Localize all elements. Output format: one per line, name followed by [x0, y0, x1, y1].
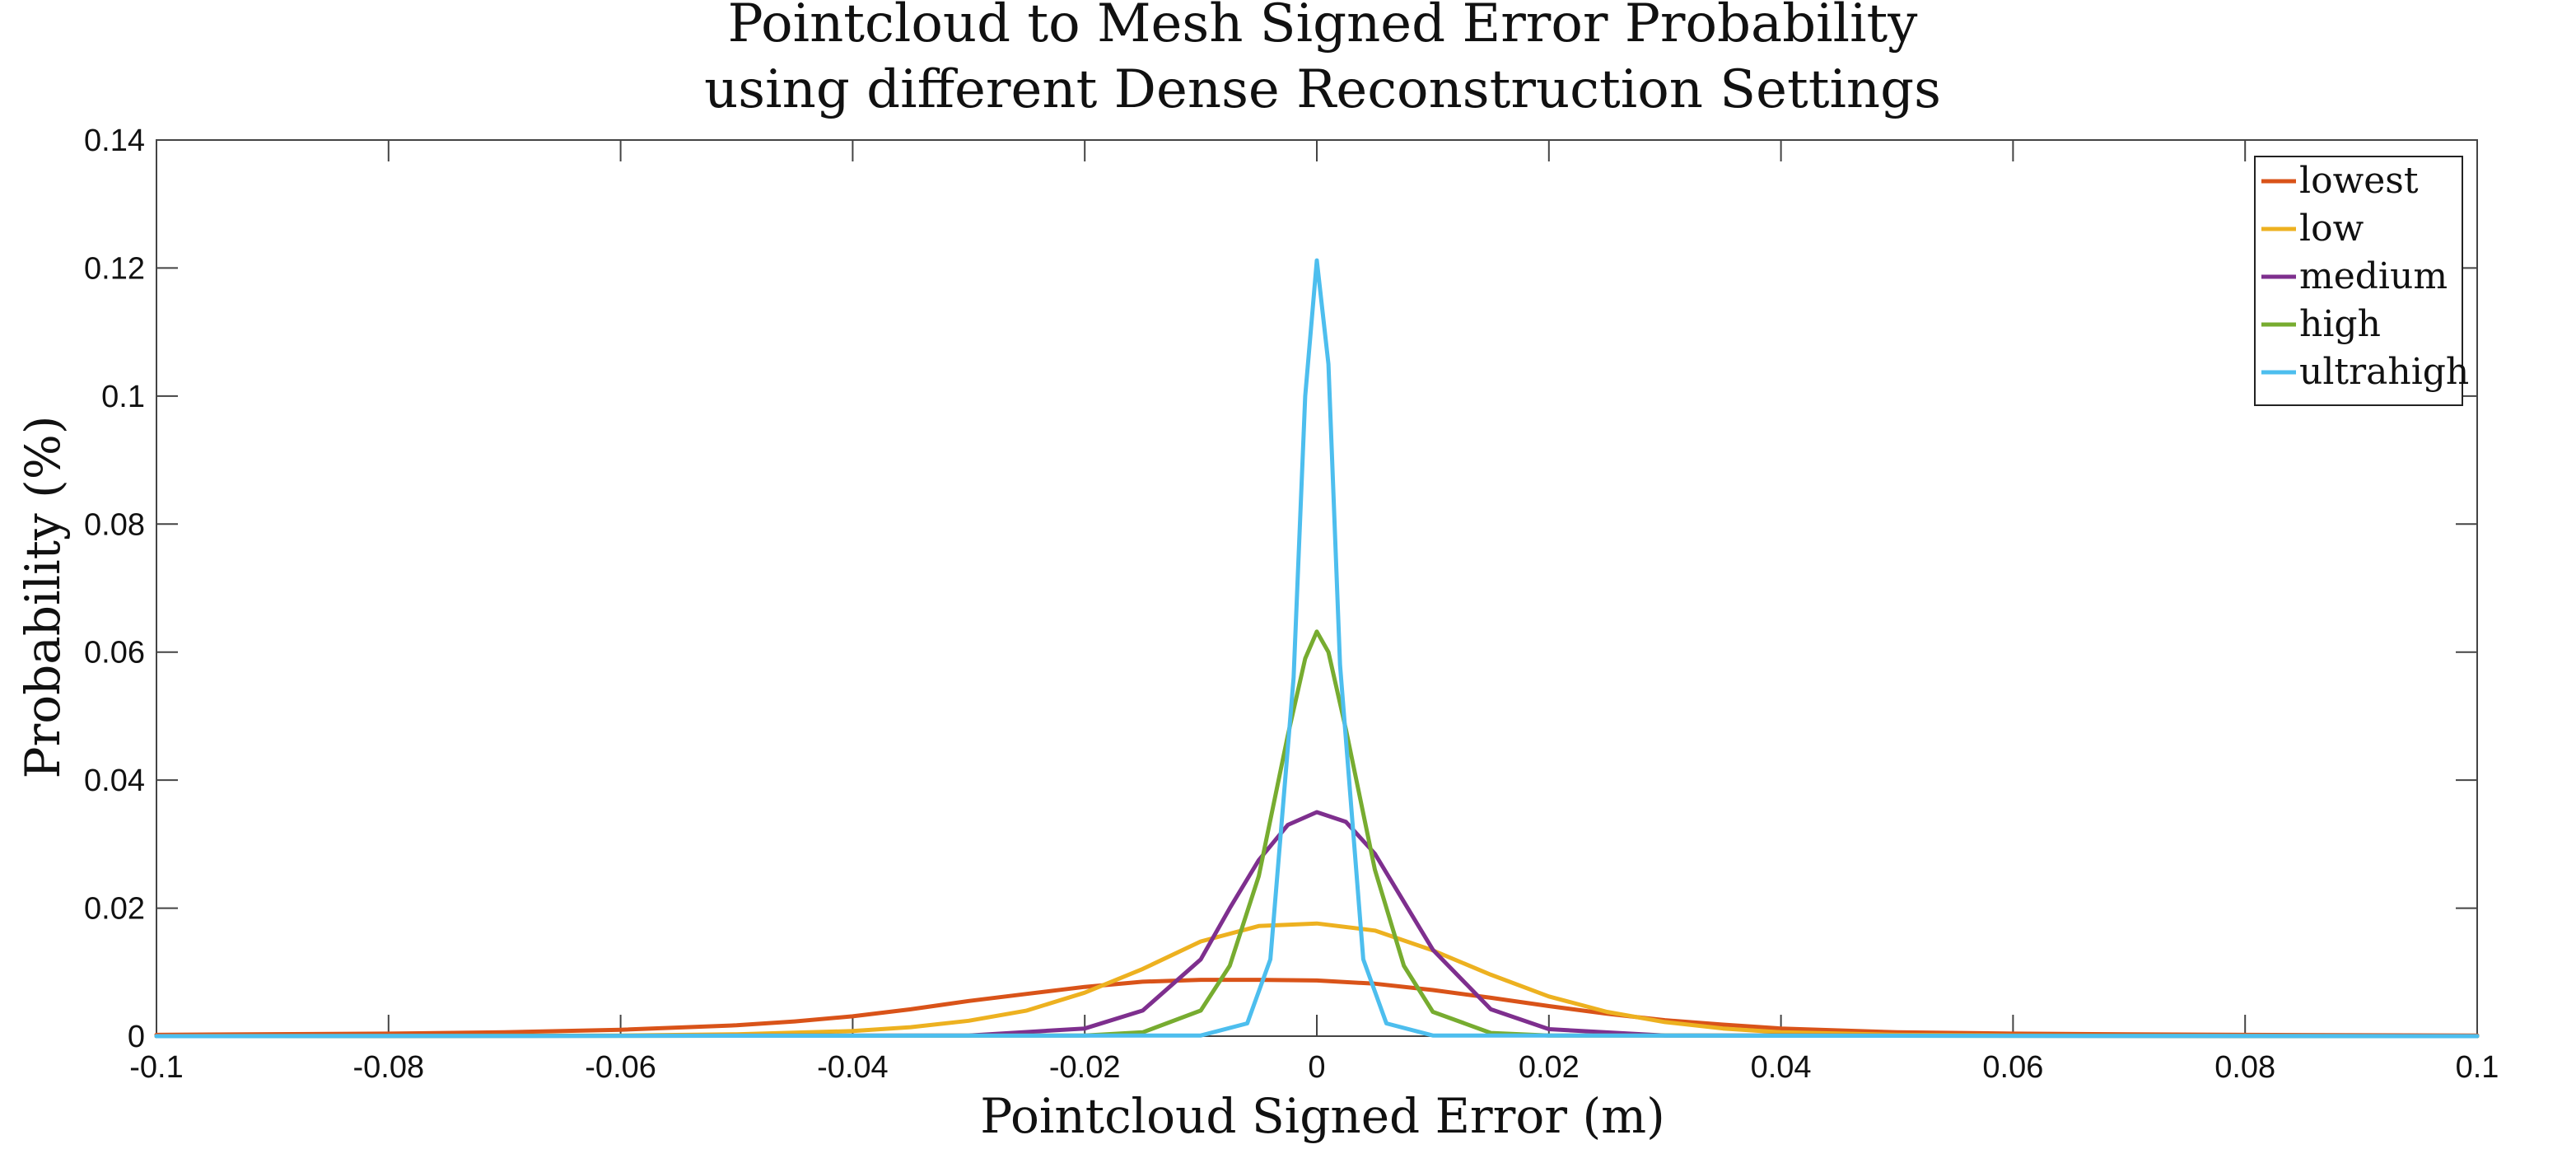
x-tick-label: -0.02 [1049, 1050, 1121, 1085]
y-tick-label: 0.04 [84, 764, 145, 798]
legend: lowest low medium high ultrahigh [2254, 156, 2469, 406]
y-tick-label: 0.08 [84, 507, 145, 542]
y-tick-label: 0 [128, 1020, 145, 1054]
legend-label-high: high [2299, 303, 2381, 345]
x-tick-label: 0.08 [2214, 1050, 2275, 1085]
y-axis-label: Probability (%) [15, 415, 71, 778]
series-layer [154, 258, 2480, 1039]
x-tick-label: 0 [1308, 1050, 1325, 1085]
y-tick-label: 0.02 [84, 892, 145, 927]
legend-label-medium: medium [2299, 255, 2448, 297]
x-tick-label: -0.08 [352, 1050, 424, 1085]
series-line-low [154, 921, 2480, 1039]
series-line-medium [154, 810, 2480, 1039]
y-tick-label: 0.1 [101, 380, 145, 414]
x-tick-label: 0.06 [1982, 1050, 2043, 1085]
x-tick-label: -0.04 [817, 1050, 889, 1085]
legend-label-low: low [2299, 208, 2364, 250]
chart-subtitle: using different Dense Reconstruction Set… [704, 59, 1941, 120]
chart-title: Pointcloud to Mesh Signed Error Probabil… [728, 0, 1918, 54]
x-tick-label: 0.1 [2456, 1050, 2499, 1085]
axis-ticks: -0.1 -0.08 -0.06 -0.04 -0.02 0 0.02 0.04 0.06 0.0… [84, 124, 2499, 1085]
x-tick-label: -0.06 [585, 1050, 656, 1085]
x-tick-label: 0.04 [1751, 1050, 1812, 1085]
plot-area: -0.1 -0.08 -0.06 -0.04 -0.02 0 0.02 0.04 0.06 0.0… [84, 124, 2499, 1085]
x-tick-label: -0.1 [129, 1050, 183, 1085]
y-tick-label: 0.14 [84, 124, 145, 158]
y-tick-label: 0.12 [84, 251, 145, 286]
legend-box [2254, 156, 2463, 406]
series-line-ultrahigh [154, 258, 2480, 1039]
legend-label-ultrahigh: ultrahigh [2299, 351, 2469, 393]
x-tick-label: 0.02 [1519, 1050, 1580, 1085]
legend-label-lowest: lowest [2299, 160, 2419, 202]
series-line-high [154, 629, 2480, 1039]
series-line-lowest [154, 978, 2480, 1038]
y-tick-label: 0.06 [84, 636, 145, 670]
x-axis-label: Pointcloud Signed Error (m) [980, 1088, 1664, 1144]
